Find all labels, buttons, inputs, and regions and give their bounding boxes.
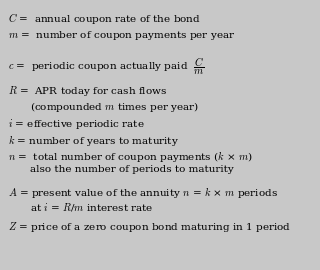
Text: (compounded $m$ times per year): (compounded $m$ times per year) bbox=[30, 100, 199, 114]
Text: $C$ =  annual coupon rate of the bond: $C$ = annual coupon rate of the bond bbox=[8, 11, 201, 26]
Text: $A$ = present value of the annuity $n$ = $k$ × $m$ periods: $A$ = present value of the annuity $n$ =… bbox=[8, 185, 278, 200]
Text: at $i$ = $R$/$m$ interest rate: at $i$ = $R$/$m$ interest rate bbox=[30, 201, 154, 213]
Text: $n$ =  total number of coupon payments ($k$ × $m$): $n$ = total number of coupon payments ($… bbox=[8, 149, 253, 164]
Text: $Z$ = price of a zero coupon bond maturing in 1 period: $Z$ = price of a zero coupon bond maturi… bbox=[8, 220, 291, 234]
Text: $i$ = effective periodic rate: $i$ = effective periodic rate bbox=[8, 117, 145, 131]
Text: also the number of periods to maturity: also the number of periods to maturity bbox=[30, 165, 234, 174]
Text: $m$ =  number of coupon payments per year: $m$ = number of coupon payments per year bbox=[8, 29, 235, 42]
Text: $R$ =  APR today for cash flows: $R$ = APR today for cash flows bbox=[8, 84, 167, 98]
Text: $k$ = number of years to maturity: $k$ = number of years to maturity bbox=[8, 133, 179, 148]
Text: $c$ =  periodic coupon actually paid  $\dfrac{C}{m}$: $c$ = periodic coupon actually paid $\df… bbox=[8, 56, 204, 77]
